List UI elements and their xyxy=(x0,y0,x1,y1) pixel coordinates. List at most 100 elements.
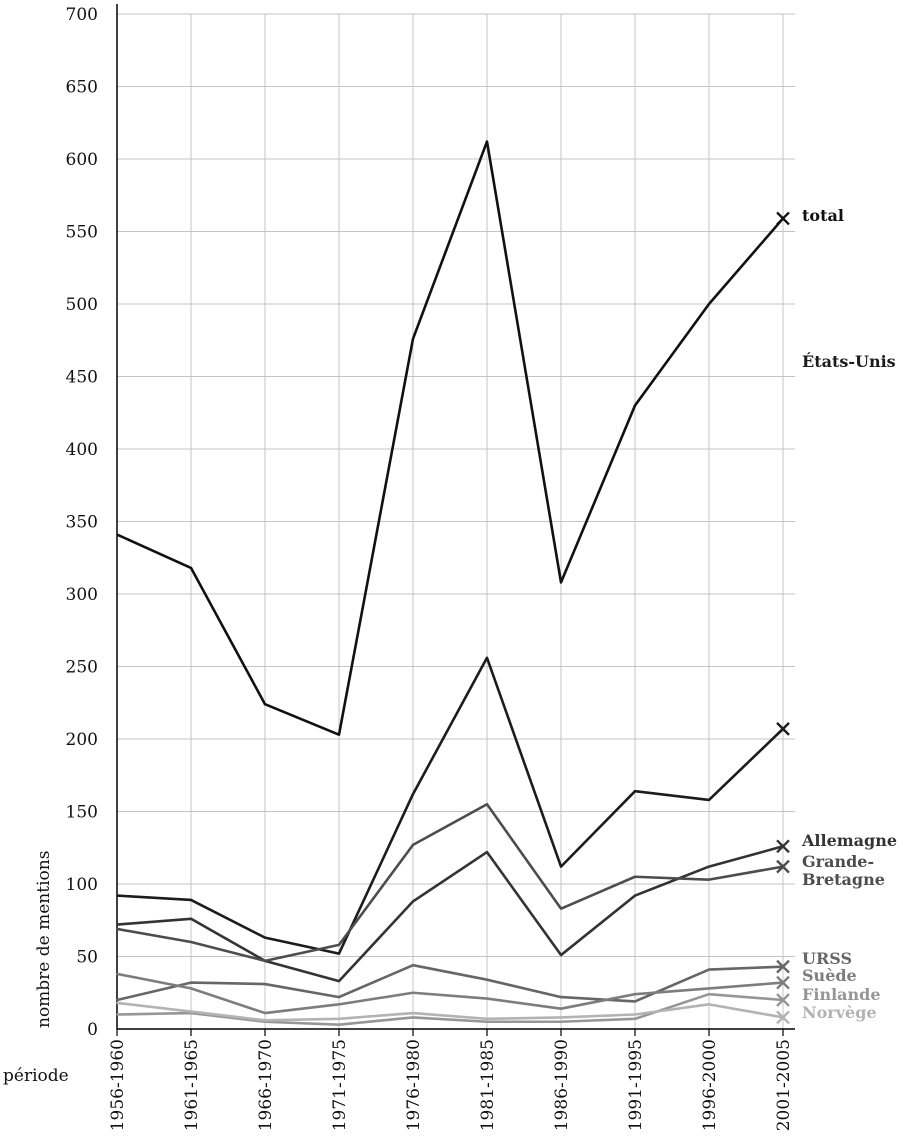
data-point xyxy=(264,1019,266,1022)
x-tick-label: 1971-1975 xyxy=(330,1039,350,1131)
x-tick-label: 1956-1960 xyxy=(108,1039,128,1131)
x-tick-label: 1961-1965 xyxy=(182,1039,202,1131)
series-line xyxy=(116,140,784,736)
y-tick-label: 350 xyxy=(66,513,98,533)
x-tick-label: 1966-1970 xyxy=(256,1039,276,1131)
data-point xyxy=(634,894,636,897)
x-tick-label: 1991-1995 xyxy=(626,1039,646,1131)
data-point xyxy=(338,944,340,946)
data-point xyxy=(338,1023,340,1026)
data-point xyxy=(116,1013,118,1016)
data-point xyxy=(412,844,414,846)
data-point xyxy=(338,1018,340,1020)
data-point xyxy=(116,894,118,897)
data-point xyxy=(486,803,488,806)
axes: 0 50 100 150 200 250 300 350 400 450 500 550 600 650 7… xyxy=(66,4,795,1131)
series-end-marker xyxy=(776,839,790,854)
series-label: Finlande xyxy=(802,985,881,1004)
data-point xyxy=(634,1000,636,1003)
data-point xyxy=(708,993,710,995)
x-tick-label: 1996-2000 xyxy=(700,1039,720,1131)
y-tick-label: 400 xyxy=(66,440,98,460)
y-tick-label: 250 xyxy=(66,658,98,678)
x-tick-label: 1976-1980 xyxy=(404,1039,424,1131)
data-point xyxy=(412,793,414,795)
y-tick-label: 600 xyxy=(66,150,98,170)
series-label: total xyxy=(802,206,844,225)
data-point xyxy=(634,790,636,792)
data-point xyxy=(560,954,562,956)
data-point xyxy=(190,941,192,943)
y-tick-label: 0 xyxy=(87,1020,98,1040)
y-tick-label: 500 xyxy=(66,295,98,315)
series-end-marker xyxy=(776,1010,790,1025)
data-point xyxy=(190,987,192,990)
data-point xyxy=(264,960,266,962)
series-group xyxy=(116,140,790,1026)
series-line xyxy=(116,963,784,1003)
series-line xyxy=(116,845,784,983)
data-point xyxy=(560,996,562,998)
series-labels: total États-Unis Allemagne Grande-Bretagne U… xyxy=(801,206,897,1022)
data-point xyxy=(116,1002,118,1004)
y-tick-label: 150 xyxy=(66,803,98,823)
y-tick-label: 550 xyxy=(66,223,98,243)
y-tick-label: 300 xyxy=(66,585,98,605)
data-point xyxy=(560,1020,562,1023)
series-line xyxy=(116,656,784,955)
series-end-marker xyxy=(776,975,790,990)
series-end-marker xyxy=(776,993,790,1007)
data-point xyxy=(116,999,118,1001)
data-point xyxy=(486,997,488,1000)
data-point xyxy=(560,1007,562,1010)
x-tick-label: 1981-1985 xyxy=(478,1039,498,1131)
series-end-marker xyxy=(776,959,790,974)
data-point xyxy=(708,987,710,990)
series-label: Grande-Bretagne xyxy=(802,852,885,889)
data-point xyxy=(486,1020,488,1023)
series-label: Norvège xyxy=(802,1003,877,1022)
data-point xyxy=(560,907,562,910)
data-point xyxy=(708,1003,710,1006)
y-tick-label: 100 xyxy=(66,875,98,895)
y-tick-label: 700 xyxy=(66,5,98,25)
data-point xyxy=(338,980,340,982)
data-point xyxy=(264,936,266,939)
data-point xyxy=(190,918,192,920)
y-tick-label: 450 xyxy=(66,368,98,388)
data-point xyxy=(264,1012,266,1014)
y-axis-title: nombre de mentions xyxy=(34,851,54,1028)
series-end-marker xyxy=(776,722,790,736)
data-point xyxy=(412,338,414,340)
data-point xyxy=(338,733,340,736)
data-point xyxy=(338,1003,340,1006)
series-line xyxy=(116,802,784,963)
series-label: Suède xyxy=(802,966,857,985)
data-point xyxy=(190,1010,192,1013)
y-tick-label: 200 xyxy=(66,730,98,750)
data-point xyxy=(708,303,710,305)
data-point xyxy=(116,533,118,536)
data-point xyxy=(634,993,636,995)
series-label: États-Unis xyxy=(802,351,896,371)
series-line xyxy=(116,1001,784,1022)
data-point xyxy=(486,657,488,659)
grid xyxy=(117,13,795,1029)
data-point xyxy=(708,878,710,881)
data-point xyxy=(560,1016,562,1019)
data-point xyxy=(116,923,118,926)
data-point xyxy=(486,978,488,981)
data-point xyxy=(190,567,192,569)
data-point xyxy=(708,968,710,971)
x-tick-label: 2001-2005 xyxy=(774,1039,794,1131)
data-point xyxy=(486,140,488,143)
series-label: URSS xyxy=(802,949,852,968)
series-line xyxy=(116,992,784,1026)
data-point xyxy=(190,981,192,984)
data-point xyxy=(264,983,266,985)
data-point xyxy=(560,581,562,584)
data-point xyxy=(634,404,636,407)
series-end-marker xyxy=(776,859,790,874)
series-line xyxy=(116,972,784,1015)
